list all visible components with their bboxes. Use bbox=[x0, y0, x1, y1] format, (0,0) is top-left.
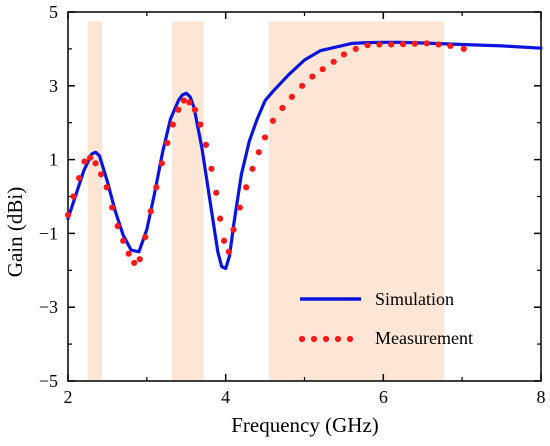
legend-measurement-label: Measurement bbox=[375, 328, 473, 348]
measurement-point bbox=[186, 99, 193, 106]
measurement-point bbox=[70, 193, 77, 200]
measurement-point bbox=[217, 215, 224, 222]
measurement-point bbox=[153, 184, 160, 191]
x-tick-label: 6 bbox=[379, 387, 388, 407]
x-tick-label: 2 bbox=[64, 387, 73, 407]
measurement-point bbox=[169, 121, 176, 128]
x-tick-label: 8 bbox=[537, 387, 546, 407]
shaded-band-2 bbox=[172, 21, 204, 381]
measurement-point bbox=[109, 204, 116, 211]
y-tick-label: −5 bbox=[39, 371, 58, 391]
measurement-point bbox=[64, 211, 72, 219]
measurement-point bbox=[288, 93, 295, 100]
measurement-point bbox=[164, 139, 171, 147]
measurement-point bbox=[213, 189, 220, 196]
measurement-point bbox=[279, 104, 286, 112]
measurement-point bbox=[136, 256, 143, 263]
measurement-point bbox=[249, 165, 256, 172]
measurement-point bbox=[197, 121, 204, 128]
measurement-point bbox=[460, 45, 467, 53]
shaded-band-1 bbox=[87, 21, 102, 381]
measurement-point bbox=[330, 58, 337, 65]
legend: Simulation Measurement bbox=[298, 289, 473, 348]
y-axis-label: Gain (dBi) bbox=[3, 187, 27, 277]
measurement-point bbox=[208, 165, 215, 172]
axes: 2 4 6 8 −5 −3 −1 1 3 5 bbox=[39, 2, 546, 407]
y-tick-label: 3 bbox=[49, 76, 58, 96]
legend-measurement-dot bbox=[298, 335, 306, 343]
measurement-point bbox=[309, 73, 316, 80]
simulation-line bbox=[66, 40, 543, 271]
measurement-point bbox=[191, 106, 199, 113]
measurement-point bbox=[230, 226, 237, 233]
measurement-point bbox=[114, 222, 121, 230]
y-tick-label: −3 bbox=[39, 297, 58, 317]
measurement-point bbox=[364, 42, 371, 49]
measurement-point bbox=[261, 134, 269, 141]
y-tick-label: −1 bbox=[39, 223, 58, 243]
measurement-point bbox=[225, 248, 232, 255]
measurement-point bbox=[388, 41, 395, 48]
measurement-point bbox=[299, 82, 306, 89]
measurement-point bbox=[158, 160, 165, 167]
measurement-point bbox=[180, 97, 187, 104]
measurement-point bbox=[236, 204, 243, 211]
legend-measurement-dot bbox=[310, 335, 318, 343]
measurement-point bbox=[340, 51, 348, 58]
measurement-point bbox=[147, 208, 154, 215]
legend-simulation-label: Simulation bbox=[375, 289, 454, 309]
measurement-point bbox=[120, 237, 127, 244]
measurement-point bbox=[202, 141, 210, 148]
measurement-point bbox=[81, 158, 88, 165]
measurement-point bbox=[399, 41, 407, 48]
measurement-point bbox=[319, 66, 326, 73]
measurement-point bbox=[269, 117, 277, 124]
measurement-point bbox=[423, 40, 430, 47]
measurement-point bbox=[435, 41, 442, 48]
measurement-point bbox=[175, 106, 182, 113]
measurement-point bbox=[220, 237, 228, 244]
shaded-band-3 bbox=[269, 21, 445, 381]
x-tick-label: 4 bbox=[221, 387, 230, 407]
legend-measurement-dot bbox=[346, 335, 354, 343]
x-axis-label: Frequency (GHz) bbox=[231, 413, 379, 437]
shaded-bands bbox=[87, 21, 445, 381]
measurement-point bbox=[142, 233, 149, 241]
measurement-point bbox=[86, 154, 94, 161]
legend-measurement-dot bbox=[334, 335, 342, 343]
series-layer bbox=[64, 40, 543, 271]
measurement-point bbox=[447, 42, 454, 50]
measurement-point bbox=[352, 45, 359, 53]
y-tick-label: 5 bbox=[49, 2, 58, 22]
measurement-point bbox=[125, 250, 132, 257]
measurement-point bbox=[376, 41, 383, 48]
legend-measurement-dot bbox=[322, 335, 330, 343]
measurement-point bbox=[75, 174, 83, 182]
measurement-point bbox=[255, 149, 262, 156]
measurement-point bbox=[131, 259, 138, 267]
measurement-point bbox=[243, 184, 250, 191]
measurement-point bbox=[98, 171, 105, 178]
measurement-point bbox=[103, 184, 110, 191]
measurement-point bbox=[92, 160, 99, 167]
measurement-point bbox=[411, 40, 418, 47]
y-tick-label: 1 bbox=[49, 150, 58, 170]
